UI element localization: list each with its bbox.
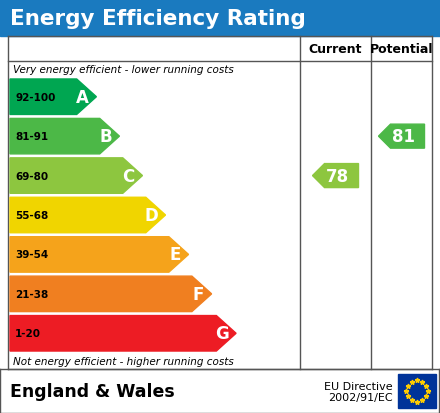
- Text: 81: 81: [392, 128, 415, 146]
- Text: A: A: [76, 88, 89, 107]
- Text: 21-38: 21-38: [15, 289, 48, 299]
- Polygon shape: [10, 316, 236, 351]
- Polygon shape: [10, 119, 119, 154]
- Text: B: B: [99, 128, 112, 146]
- Text: 81-91: 81-91: [15, 132, 48, 142]
- Text: 92-100: 92-100: [15, 93, 55, 102]
- Text: 69-80: 69-80: [15, 171, 48, 181]
- Bar: [0, 369, 440, 413]
- Polygon shape: [10, 198, 165, 233]
- Bar: [398, 374, 436, 408]
- Text: F: F: [192, 285, 203, 303]
- Text: D: D: [145, 206, 158, 224]
- Text: England & Wales: England & Wales: [10, 382, 175, 400]
- Polygon shape: [10, 159, 143, 194]
- Polygon shape: [10, 237, 189, 273]
- Text: Energy Efficiency Rating: Energy Efficiency Rating: [10, 9, 306, 28]
- Text: Very energy efficient - lower running costs: Very energy efficient - lower running co…: [13, 65, 234, 75]
- Text: G: G: [216, 325, 229, 342]
- Text: Potential: Potential: [370, 43, 433, 56]
- Text: 55-68: 55-68: [15, 211, 48, 221]
- Text: 2002/91/EC: 2002/91/EC: [328, 392, 393, 402]
- Polygon shape: [312, 164, 359, 188]
- Text: E: E: [169, 246, 180, 264]
- Text: Not energy efficient - higher running costs: Not energy efficient - higher running co…: [13, 356, 234, 366]
- Polygon shape: [10, 276, 212, 312]
- Text: 39-54: 39-54: [15, 250, 48, 260]
- Text: EU Directive: EU Directive: [324, 381, 393, 391]
- Text: 78: 78: [326, 167, 349, 185]
- Bar: [0, 0, 440, 37]
- Polygon shape: [378, 125, 425, 149]
- Polygon shape: [10, 80, 96, 115]
- Text: C: C: [123, 167, 135, 185]
- Text: Current: Current: [309, 43, 362, 56]
- Text: 1-20: 1-20: [15, 328, 41, 339]
